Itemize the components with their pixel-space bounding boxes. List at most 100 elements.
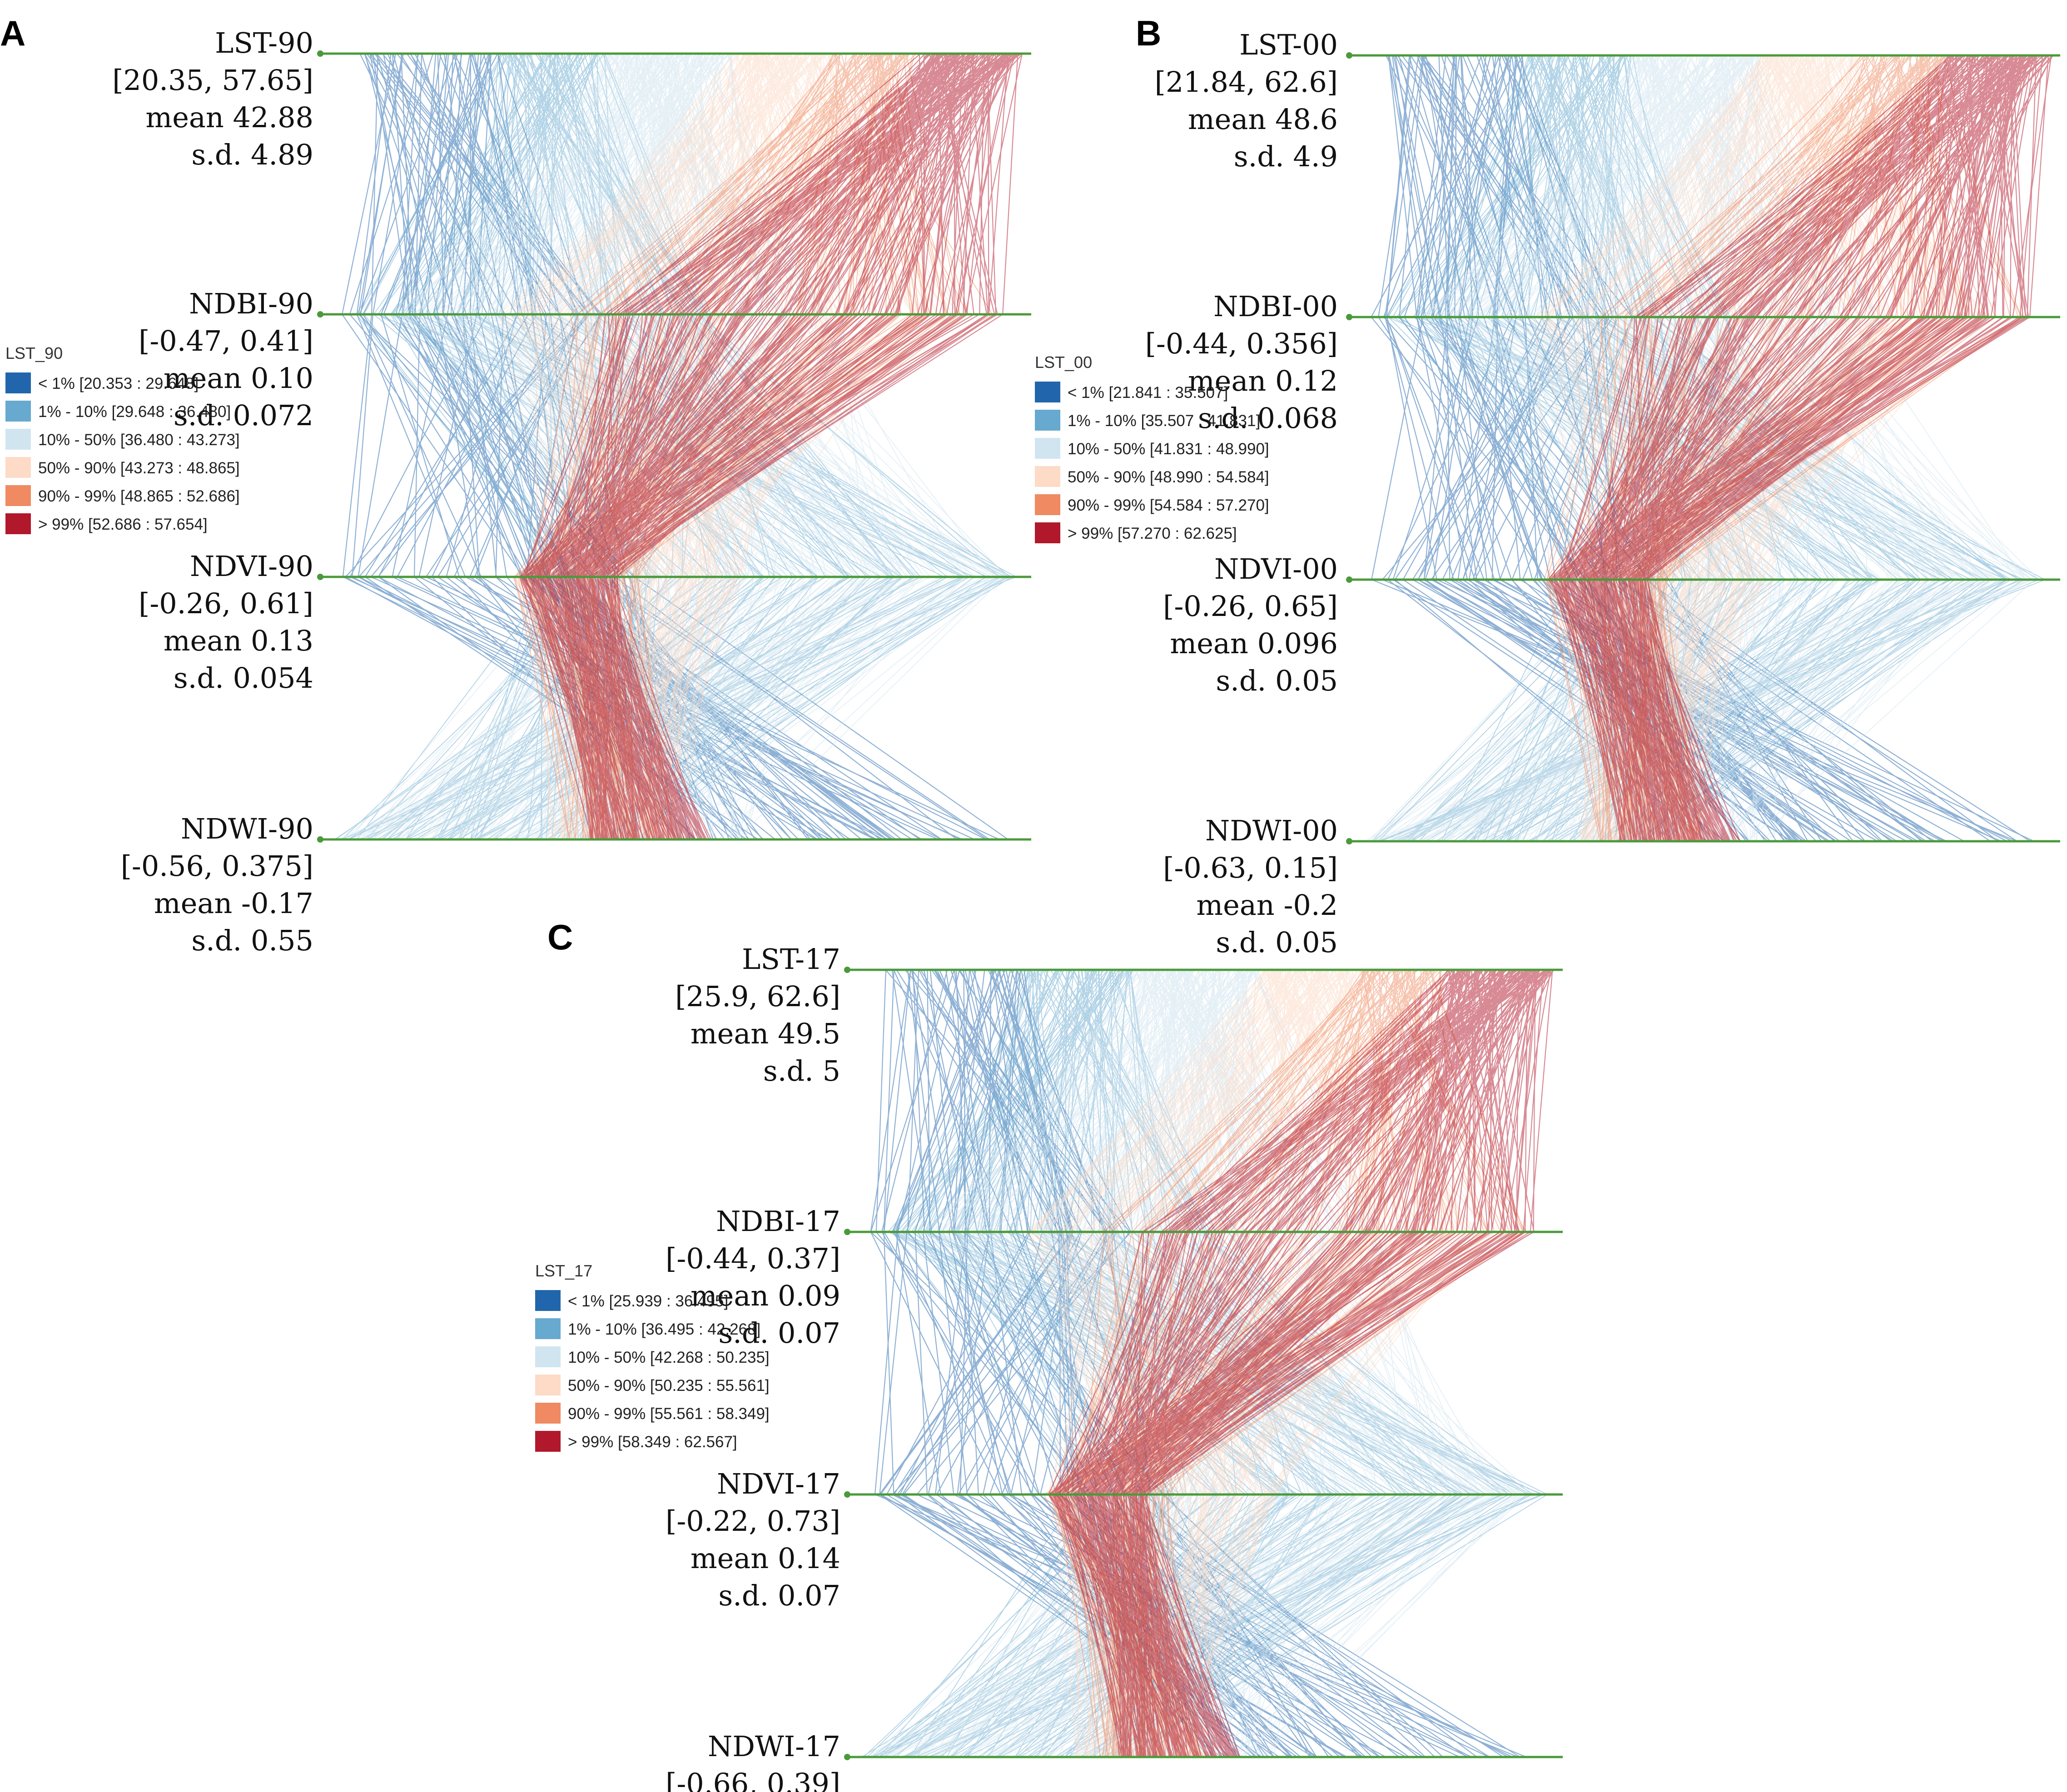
data-line [577,53,974,840]
data-line [989,969,1535,1757]
data-line [1437,55,1741,842]
data-line [1466,55,1922,842]
data-line [432,53,614,840]
legend: LST_90 < 1% [20.353 : 29.648] 1% - 10% [29… [5,344,240,534]
data-line [1569,55,1989,842]
data-line [1141,969,1479,1757]
data-line [578,53,970,840]
axis-mean-label: mean 42.88 [145,101,313,134]
axis-sd-label: s.d. 4.9 [1234,140,1338,173]
data-line [1598,55,1989,842]
data-line [1371,55,1759,842]
axis-sd-label: s.d. 0.55 [191,924,313,957]
data-line [1073,969,1431,1757]
data-line [1186,969,1474,1757]
axis-name-label: NDVI-90 [190,550,313,583]
polyline-layer [861,969,1554,1758]
data-line [527,53,939,840]
data-line [1581,55,1954,842]
data-line [533,53,984,840]
data-line [1139,969,1465,1757]
data-line [1093,969,1553,1757]
data-line [572,53,1021,840]
data-line [1637,55,2032,842]
data-line [1573,55,2049,842]
legend-swatch [535,1290,561,1311]
data-line [1103,969,1510,1757]
data-line [579,53,944,840]
data-line [1548,55,1650,842]
data-line [1608,55,1794,842]
data-line [1566,55,1976,842]
data-line [1141,969,1376,1757]
legend-swatch [5,485,31,506]
data-line [581,53,1016,840]
data-line [581,53,972,840]
data-line [1115,969,1479,1757]
axis-mean-label: mean 49.5 [691,1017,840,1050]
data-line [1615,55,1963,842]
axis-name-label: NDWI-17 [708,1730,840,1763]
legend-entry-label: 10% - 50% [42.268 : 50.235] [568,1349,770,1366]
data-line [1630,55,2017,842]
axis-endpoint [317,50,323,57]
data-line [1091,969,1505,1757]
data-line [1416,55,1965,842]
data-line [526,53,740,840]
axis-mean-label: mean 0.10 [164,362,313,395]
data-line [1191,969,1423,1757]
data-line [909,969,1077,1757]
axis-endpoint [844,1754,850,1760]
data-line [1065,969,1463,1757]
axis-sd-label: s.d. 5 [763,1054,840,1087]
axis-range-label: [-0.26, 0.61] [139,587,313,620]
data-line [1101,969,1467,1757]
data-line [1106,969,1346,1757]
data-line [531,53,874,840]
data-line [988,969,1482,1757]
data-line [554,53,753,840]
data-line [1113,969,1516,1757]
data-line [1117,969,1521,1757]
axis-endpoint [844,1491,850,1498]
data-line [1111,969,1531,1757]
legend: LST_00 < 1% [21.841 : 35.507] 1% - 10% [35… [1035,353,1269,543]
legend-entry-label: 50% - 90% [48.990 : 54.584] [1068,468,1269,486]
data-line [1579,55,1952,842]
data-line [1420,55,1982,842]
data-line [1634,55,2014,842]
data-line [1571,55,1989,842]
data-line [1053,969,1520,1757]
legend-entry-label: 1% - 10% [36.495 : 42.268] [568,1320,760,1338]
axis-sd-label: s.d. 0.05 [1216,926,1338,959]
data-line [1106,969,1477,1757]
data-line [1166,969,1524,1757]
axis-name-label: LST-90 [215,26,313,60]
axis-sd-label: s.d. 0.07 [718,1579,840,1612]
data-line [1560,55,1973,842]
data-line [1600,55,2036,842]
data-line [1560,55,2039,842]
panel-C: C LST-17 [25.9, 62.6] mean 49.5 s.d. 5 NDBI-1… [535,917,1563,1792]
axis-mean-label: mean 0.13 [164,624,313,657]
legend-swatch [5,457,31,478]
data-line [521,53,956,840]
data-line [1629,55,2014,842]
axis-mean-label: mean 0.09 [691,1279,840,1312]
data-line [1121,969,1452,1757]
legend-entry-label: < 1% [25.939 : 36.495] [568,1292,728,1310]
data-line [408,53,682,840]
axis-range-label: [-0.66, 0.39] [666,1767,840,1792]
axis-mean-label: mean -0.17 [154,887,313,920]
data-line [525,53,971,840]
axis-mean-label: mean 48.6 [1188,103,1338,136]
panel-letter: A [0,13,25,53]
axis-name-label: NDWI-90 [181,812,313,845]
data-line [601,53,1009,840]
data-line [363,53,632,840]
data-line [1397,55,1981,842]
data-line [616,53,947,840]
data-line [492,53,700,840]
axis-endpoint [1346,52,1352,59]
data-line [616,53,959,840]
